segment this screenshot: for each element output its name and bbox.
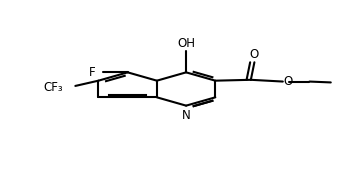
Text: O: O	[284, 75, 293, 88]
Text: O: O	[250, 48, 259, 61]
Text: N: N	[182, 109, 190, 122]
Text: F: F	[89, 66, 96, 79]
Text: CF₃: CF₃	[43, 81, 63, 94]
Text: OH: OH	[177, 37, 195, 50]
